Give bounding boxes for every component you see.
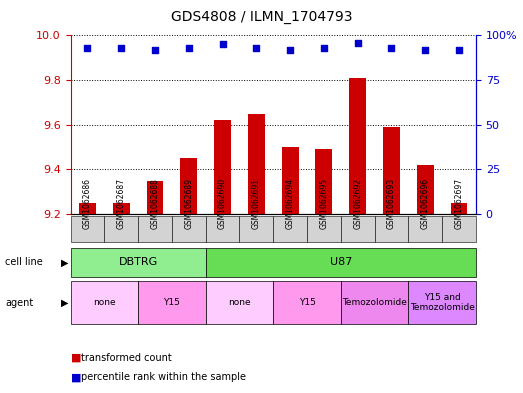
Point xyxy=(286,46,294,53)
Point xyxy=(421,46,429,53)
Text: GSM1062692: GSM1062692 xyxy=(353,178,362,229)
Bar xyxy=(451,203,468,214)
Bar xyxy=(248,114,265,214)
Bar xyxy=(383,127,400,214)
Point xyxy=(219,41,227,48)
Text: ■: ■ xyxy=(71,372,85,382)
Text: GSM1062688: GSM1062688 xyxy=(151,178,160,229)
Point xyxy=(151,46,159,53)
Bar xyxy=(315,149,333,214)
Text: percentile rank within the sample: percentile rank within the sample xyxy=(81,372,246,382)
Point xyxy=(252,45,260,51)
Text: GSM1062690: GSM1062690 xyxy=(218,178,227,229)
Point xyxy=(83,45,92,51)
Text: U87: U87 xyxy=(329,257,352,267)
Text: GSM1062694: GSM1062694 xyxy=(286,178,294,229)
Text: GSM1062695: GSM1062695 xyxy=(320,178,328,229)
Text: agent: agent xyxy=(5,298,33,308)
Text: GSM1062686: GSM1062686 xyxy=(83,178,92,229)
Text: none: none xyxy=(228,298,251,307)
Bar xyxy=(79,203,96,214)
Text: cell line: cell line xyxy=(5,257,43,267)
Text: Y15 and
Temozolomide: Y15 and Temozolomide xyxy=(410,293,474,312)
Text: GSM1062693: GSM1062693 xyxy=(387,178,396,229)
Bar xyxy=(214,120,231,214)
Point xyxy=(388,45,396,51)
Text: DBTRG: DBTRG xyxy=(119,257,158,267)
Bar xyxy=(349,78,366,214)
Point xyxy=(354,39,362,46)
Point xyxy=(185,45,193,51)
Bar xyxy=(417,165,434,214)
Point xyxy=(455,46,463,53)
Text: Y15: Y15 xyxy=(299,298,315,307)
Bar xyxy=(180,158,197,214)
Text: GDS4808 / ILMN_1704793: GDS4808 / ILMN_1704793 xyxy=(170,10,353,24)
Text: GSM1062691: GSM1062691 xyxy=(252,178,261,229)
Text: GSM1062696: GSM1062696 xyxy=(421,178,430,229)
Text: GSM1062687: GSM1062687 xyxy=(117,178,126,229)
Point xyxy=(320,45,328,51)
Text: Temozolomide: Temozolomide xyxy=(342,298,407,307)
Text: ▶: ▶ xyxy=(61,257,68,267)
Text: GSM1062689: GSM1062689 xyxy=(184,178,194,229)
Text: GSM1062697: GSM1062697 xyxy=(454,178,463,229)
Text: ▶: ▶ xyxy=(61,298,68,308)
Text: none: none xyxy=(93,298,116,307)
Text: transformed count: transformed count xyxy=(81,353,172,363)
Text: Y15: Y15 xyxy=(164,298,180,307)
Text: ■: ■ xyxy=(71,353,85,363)
Point xyxy=(117,45,126,51)
Bar xyxy=(113,203,130,214)
Bar xyxy=(146,181,164,214)
Bar xyxy=(282,147,299,214)
